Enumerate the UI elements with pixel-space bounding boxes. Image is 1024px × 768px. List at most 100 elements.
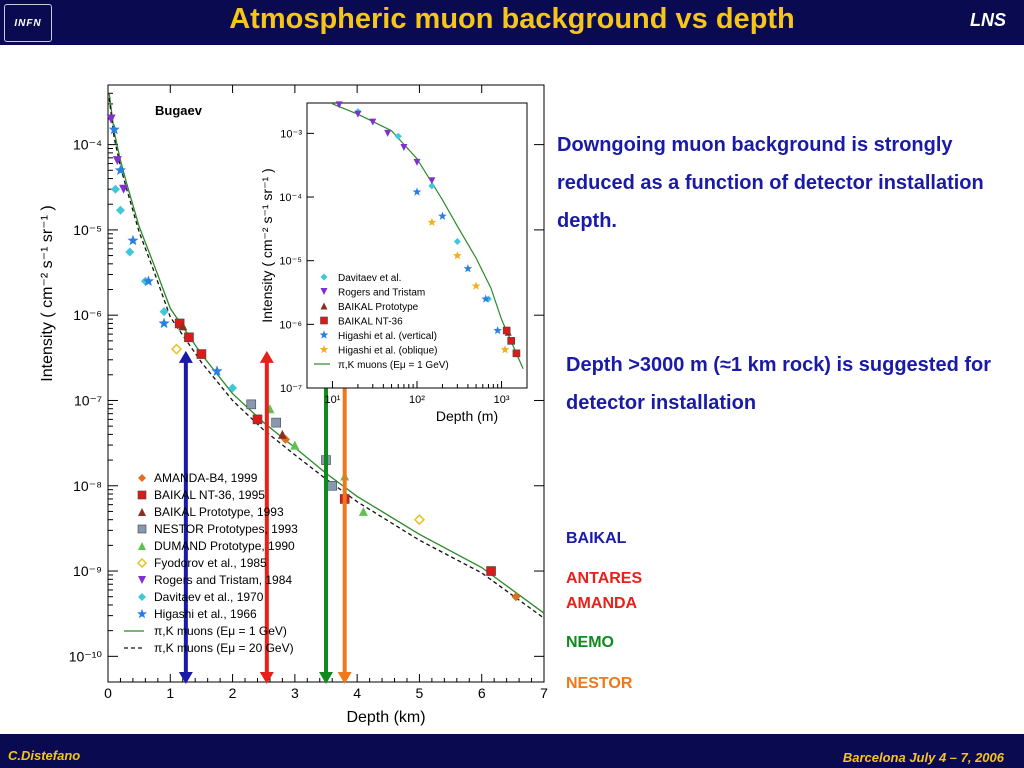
legend-swatch bbox=[136, 557, 148, 569]
data-point bbox=[114, 164, 126, 175]
data-point bbox=[115, 205, 125, 215]
x-tick-label: 3 bbox=[291, 685, 299, 701]
y-tick-label: 10⁻⁸ bbox=[73, 478, 102, 494]
x-tick-label: 5 bbox=[416, 685, 424, 701]
plot-area: 0 1 2 3 4 5 6 7 Depth (km) 10⁻⁴ 10⁻⁵ 10⁻⁶ 10⁻⁷ 10⁻⁸ 10… bbox=[0, 45, 560, 734]
bugaev-annotation: Bugaev bbox=[155, 103, 203, 118]
inset-data-point bbox=[413, 158, 421, 166]
legend-label: AMANDA-B4, 1999 bbox=[154, 471, 258, 485]
arrow-head bbox=[178, 350, 193, 363]
conference-info: Barcelona July 4 – 7, 2006 bbox=[842, 750, 1004, 765]
legend-label: π,K muons (Eμ = 1 GeV) bbox=[154, 624, 287, 638]
y-tick-label: 10⁻⁴ bbox=[73, 137, 102, 153]
data-point bbox=[184, 332, 194, 343]
data-point bbox=[106, 114, 116, 124]
legend-label: Davitaev et al., 1970 bbox=[154, 590, 264, 604]
experiment-label-nestor: NESTOR bbox=[566, 675, 633, 692]
inset-legend-label: BAIKAL NT-36 bbox=[338, 317, 403, 328]
y-tick-label: 10⁻⁶ bbox=[73, 307, 102, 323]
inset-data-point bbox=[502, 326, 511, 335]
experiment-label-amanda: AMANDA bbox=[566, 595, 638, 612]
note-depth-recommendation: Depth >3000 m (≈1 km rock) is suggested … bbox=[566, 354, 991, 414]
inset-data-point bbox=[335, 101, 343, 109]
data-point bbox=[511, 592, 521, 602]
arrow-head bbox=[259, 672, 274, 684]
curve-solid bbox=[108, 93, 545, 614]
data-point bbox=[327, 480, 338, 491]
legend-swatch bbox=[137, 524, 147, 534]
legend-label: BAIKAL Prototype, 1993 bbox=[154, 505, 284, 519]
inset-data-point bbox=[394, 132, 402, 140]
legend-label: Fyodorov et al., 1985 bbox=[154, 556, 267, 570]
inset-legend-swatch bbox=[320, 316, 328, 325]
inset-legend-label: Higashi et al. (vertical) bbox=[338, 331, 437, 342]
arrow-head bbox=[259, 350, 274, 363]
inset-data-point bbox=[412, 187, 422, 196]
experiment-label-antares: ANTARES bbox=[566, 570, 643, 587]
slide-title: Atmospheric muon background vs depth bbox=[229, 3, 795, 35]
data-point bbox=[119, 184, 129, 194]
legend-label: NESTOR Prototypes, 1993 bbox=[154, 522, 298, 536]
legend-label: Rogers and Tristam, 1984 bbox=[154, 573, 292, 587]
x-tick-label: 0 bbox=[104, 685, 112, 701]
data-point bbox=[246, 399, 257, 410]
inset-data-point bbox=[493, 326, 502, 335]
data-point bbox=[108, 123, 120, 135]
x-axis-label: Depth (km) bbox=[346, 709, 425, 726]
experiment-label-baikal: BAIKAL bbox=[566, 530, 627, 547]
legend-label: DUMAND Prototype, 1990 bbox=[154, 539, 295, 553]
header-bar: INFN Atmospheric muon background vs dept… bbox=[0, 0, 1024, 45]
data-point bbox=[178, 321, 188, 331]
inset-legend-swatch bbox=[319, 330, 329, 339]
inset-chart: 10¹ 10² 10³ Depth (m) 10⁻³ 10⁻⁴ 10⁻⁵ 10⁻⁶ 10⁻⁷ In… bbox=[259, 101, 528, 424]
data-point bbox=[196, 349, 207, 359]
inset-data-point bbox=[354, 110, 362, 118]
inset-y-tick-label: 10⁻⁷ bbox=[280, 383, 302, 395]
data-point bbox=[158, 317, 170, 329]
inset-data-point bbox=[507, 337, 515, 345]
inset-legend-label: Davitaev et al. bbox=[338, 273, 401, 284]
legend-swatch bbox=[137, 490, 147, 500]
data-point bbox=[358, 506, 368, 516]
inset-x-tick-label: 10³ bbox=[494, 394, 510, 406]
inset-data-point bbox=[428, 182, 436, 190]
inset-y-tick-label: 10⁻⁶ bbox=[279, 319, 302, 331]
x-tick-label: 2 bbox=[229, 685, 237, 701]
data-point bbox=[413, 514, 425, 526]
data-point bbox=[142, 275, 154, 286]
lns-label: LNS bbox=[970, 10, 1006, 30]
inset-data-point bbox=[384, 129, 392, 137]
data-point bbox=[110, 184, 120, 194]
y-tick-label: 10⁻⁵ bbox=[73, 222, 102, 238]
inset-legend-label: BAIKAL Prototype bbox=[338, 302, 419, 313]
arrow-head bbox=[319, 672, 333, 684]
data-point bbox=[277, 429, 287, 439]
data-point bbox=[127, 234, 139, 246]
inset-y-tick-label: 10⁻³ bbox=[280, 128, 302, 140]
legend-swatch bbox=[138, 576, 146, 584]
y-tick-label: 10⁻⁷ bbox=[74, 392, 102, 408]
inset-data-point bbox=[481, 294, 491, 303]
inset-x-axis-label: Depth (m) bbox=[436, 408, 498, 424]
data-point bbox=[112, 156, 122, 166]
inset-data-point bbox=[500, 345, 510, 354]
data-point bbox=[125, 247, 135, 257]
y-tick-label: 10⁻¹⁰ bbox=[69, 648, 103, 664]
x-tick-label: 4 bbox=[353, 685, 361, 701]
inset-data-point bbox=[453, 251, 462, 260]
arrow-head bbox=[337, 672, 352, 684]
data-point bbox=[211, 365, 223, 376]
experiment-label-nemo: NEMO bbox=[566, 634, 614, 651]
y-tick-label: 10⁻⁹ bbox=[73, 563, 102, 579]
inset-y-tick-label: 10⁻⁴ bbox=[279, 192, 302, 204]
inset-legend-label: π,K muons (Eμ = 1 GeV) bbox=[338, 360, 449, 371]
inset-data-point bbox=[369, 118, 377, 126]
inset-legend-swatch bbox=[319, 344, 329, 354]
data-point bbox=[228, 383, 238, 393]
inset-data-point bbox=[428, 177, 436, 185]
data-point bbox=[159, 307, 169, 317]
y-axis-label: Intensity ( cm⁻² s⁻¹ sr⁻¹ ) bbox=[39, 205, 56, 381]
inset-data-point bbox=[400, 143, 408, 151]
x-tick-label: 7 bbox=[540, 685, 548, 701]
inset-y-tick-label: 10⁻⁵ bbox=[279, 256, 302, 268]
